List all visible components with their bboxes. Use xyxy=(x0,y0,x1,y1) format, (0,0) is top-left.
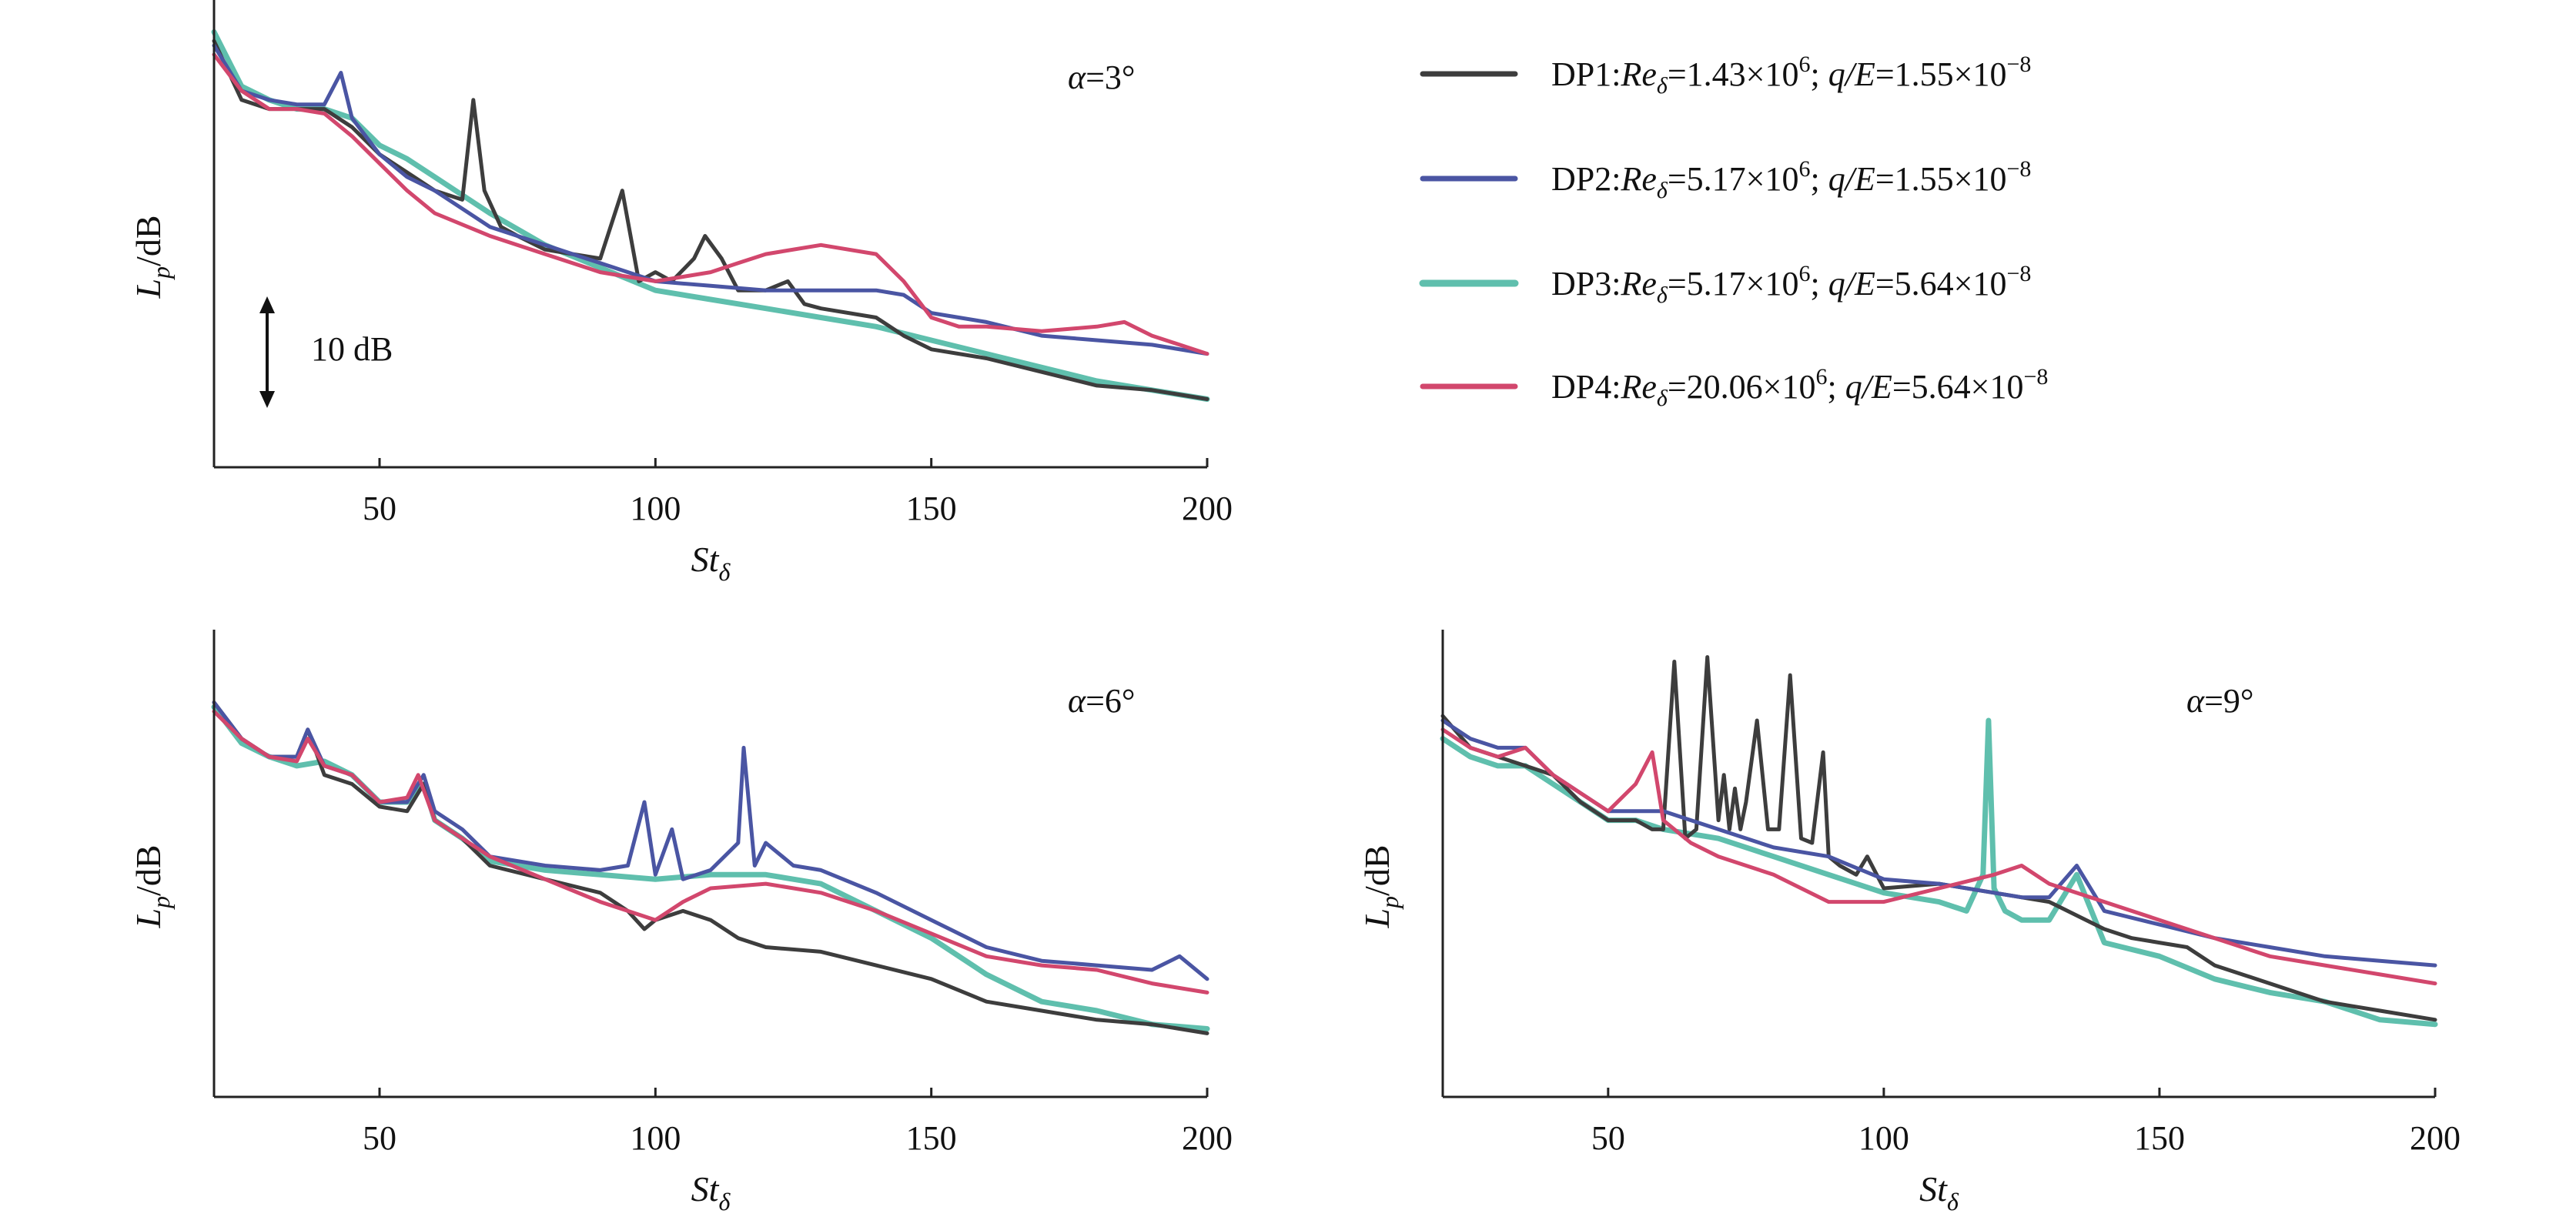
x-tick-label: 200 xyxy=(1182,490,1233,527)
chart-panel-bottom-right: 50 100 150 200 Stδ Lp/dB α=9° xyxy=(1357,630,2461,1215)
legend-item-dp2: DP2:Reδ=5.17×106; q/E=1.55×10−8 xyxy=(1420,156,2031,203)
x-tick-label: 200 xyxy=(1182,1119,1233,1157)
angle-annotation: α=9° xyxy=(2186,682,2254,720)
x-tick-label: 150 xyxy=(906,1119,957,1157)
x-axis-label: Stδ xyxy=(691,1169,731,1215)
x-axis-label: Stδ xyxy=(691,540,731,586)
angle-annotation: α=3° xyxy=(1068,59,1136,96)
chart-panel-top-left: 50 100 150 200 Stδ Lp/dB α=3° 10 dB xyxy=(129,0,1233,586)
x-tick-label: 50 xyxy=(363,1119,396,1157)
legend-label: DP1:Reδ=1.43×106; q/E=1.55×10−8 xyxy=(1551,52,2031,99)
scale-bar-10db: 10 dB xyxy=(259,296,393,408)
chart-panel-bottom-left: 50 100 150 200 Stδ Lp/dB α=6° xyxy=(129,630,1233,1215)
series-dp2-line xyxy=(212,700,1209,981)
series-dp2-line xyxy=(212,43,1209,356)
x-tick-label: 150 xyxy=(906,490,957,527)
legend-label: DP3:Reδ=5.17×106; q/E=5.64×10−8 xyxy=(1551,261,2031,308)
x-tick-label: 100 xyxy=(630,490,681,527)
x-tick-label: 50 xyxy=(1591,1119,1625,1157)
x-tick-label: 100 xyxy=(630,1119,681,1157)
series-dp4-line xyxy=(1440,727,2437,986)
series-dp4-line xyxy=(212,709,1209,995)
series-dp3-line xyxy=(1440,717,2438,1028)
legend-label: DP2:Reδ=5.17×106; q/E=1.55×10−8 xyxy=(1551,156,2031,203)
y-axis-label: Lp/dB xyxy=(129,844,175,928)
series-dp1-line xyxy=(212,700,1209,1035)
legend-item-dp3: DP3:Reδ=5.17×106; q/E=5.64×10−8 xyxy=(1419,261,2031,308)
y-axis-label: Lp/dB xyxy=(129,215,175,299)
x-axis-label: Stδ xyxy=(1919,1169,1959,1215)
legend-item-dp1: DP1:Reδ=1.43×106; q/E=1.55×10−8 xyxy=(1420,52,2031,99)
legend-item-dp4: DP4:Reδ=20.06×106; q/E=5.64×10−8 xyxy=(1420,364,2048,411)
x-tick-label: 100 xyxy=(1858,1119,1909,1157)
y-axis-label: Lp/dB xyxy=(1357,844,1403,928)
series-dp1-line xyxy=(1440,655,2437,1022)
legend-label: DP4:Reδ=20.06×106; q/E=5.64×10−8 xyxy=(1551,364,2048,411)
x-tick-label: 150 xyxy=(2134,1119,2185,1157)
panels-group: 50 100 150 200 Stδ Lp/dB α=3° 10 dB 50 100 150 200 S… xyxy=(129,0,2461,1215)
angle-annotation: α=6° xyxy=(1068,682,1136,720)
x-tick-label: 50 xyxy=(363,490,396,527)
series-dp2-line xyxy=(1440,718,2437,968)
scale-bar-label: 10 dB xyxy=(311,330,393,368)
x-tick-label: 200 xyxy=(2410,1119,2461,1157)
series-dp4-line xyxy=(212,52,1209,356)
legend: DP1:Reδ=1.43×106; q/E=1.55×10−8 DP2:Reδ=5… xyxy=(1419,52,2048,411)
